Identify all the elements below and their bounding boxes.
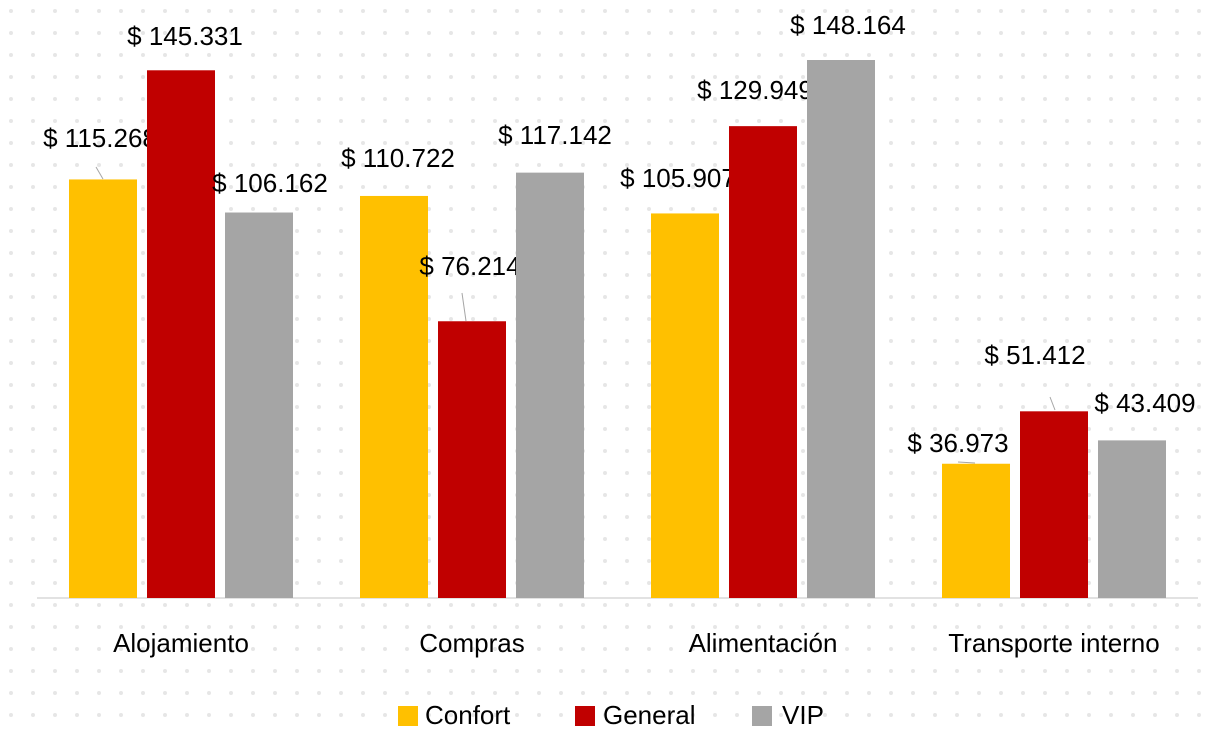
bar: [1020, 411, 1088, 598]
data-label: $ 36.973: [907, 428, 1008, 458]
data-label: $ 145.331: [127, 21, 243, 51]
leader-line: [957, 461, 976, 464]
legend-swatch: [575, 706, 595, 726]
data-label: $ 43.409: [1094, 388, 1195, 418]
bar: [438, 321, 506, 598]
data-label: $ 115.268: [43, 123, 157, 153]
bar: [516, 172, 584, 598]
bar: [225, 212, 293, 598]
legend-label: General: [603, 700, 696, 730]
x-tick-label: Alimentación: [689, 628, 838, 658]
data-label: $ 129.949: [697, 75, 813, 105]
bar: [69, 179, 137, 598]
leader-line: [461, 292, 467, 322]
bar: [651, 213, 719, 598]
data-label: $ 148.164: [790, 10, 906, 40]
legend-swatch: [752, 706, 772, 726]
bar: [807, 60, 875, 598]
data-label: $ 105.907: [620, 163, 736, 193]
x-tick-label: Transporte interno: [948, 628, 1159, 658]
legend-swatch: [398, 706, 418, 726]
bar: [360, 195, 428, 599]
legend-label: Confort: [425, 700, 511, 730]
data-label: $ 110.722: [341, 143, 455, 173]
leader-line: [95, 166, 104, 180]
x-tick-label: Alojamiento: [113, 628, 249, 658]
data-label: $ 51.412: [984, 340, 1085, 370]
bar: [1098, 440, 1166, 598]
bar: [942, 463, 1010, 598]
data-label: $ 117.142: [498, 120, 612, 150]
data-label: $ 76.214: [419, 251, 520, 281]
legend-label: VIP: [782, 700, 824, 730]
x-tick-label: Compras: [419, 628, 524, 658]
bar: [147, 70, 215, 599]
leader-line: [1049, 396, 1056, 411]
bar: [729, 126, 797, 599]
data-label: $ 106.162: [212, 168, 328, 198]
